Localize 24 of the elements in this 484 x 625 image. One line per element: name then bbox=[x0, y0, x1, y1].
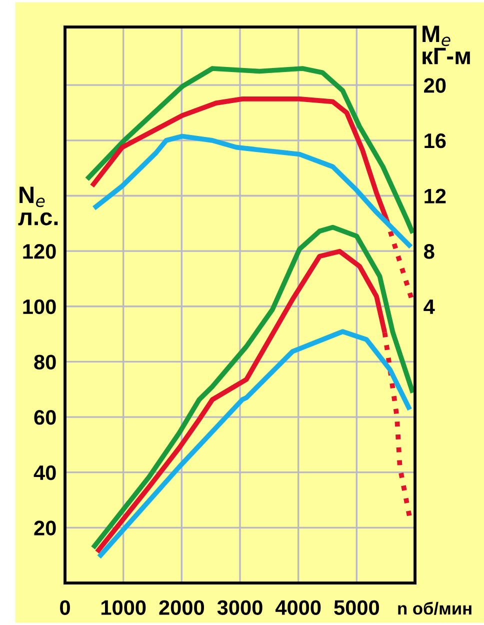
y2-tick-label: 12 bbox=[424, 188, 446, 204]
y2-tick-label: 4 bbox=[424, 300, 435, 314]
x-tick-label: 1000 bbox=[101, 600, 146, 615]
x-axis-title: n об/мин bbox=[398, 602, 472, 615]
line-series bbox=[84, 66, 416, 236]
line-series bbox=[96, 329, 412, 560]
y-tick-label: 60 bbox=[34, 410, 56, 425]
y2-tick-label: 20 bbox=[424, 78, 446, 93]
line-series bbox=[92, 134, 414, 250]
y2-tick-label: 8 bbox=[424, 244, 434, 259]
x-tick-label: 5000 bbox=[334, 600, 379, 615]
x-tick-label: 2000 bbox=[159, 600, 204, 615]
x-tick-label: 4000 bbox=[275, 600, 321, 615]
y2-tick-label: 16 bbox=[424, 133, 446, 148]
line-series bbox=[90, 224, 416, 550]
x-tick-label: 0 bbox=[60, 600, 70, 615]
y-tick-label: 120 bbox=[23, 244, 56, 259]
y-tick-label: 80 bbox=[34, 354, 56, 370]
y-axis-title: N$_{e}$ л.с. bbox=[18, 186, 58, 226]
x-tick-label: 3000 bbox=[217, 600, 262, 615]
y-tick-label: 40 bbox=[34, 465, 56, 480]
y2-axis-title: M$_{e}$ кГ-м bbox=[422, 26, 470, 64]
y-tick-label: 20 bbox=[34, 520, 56, 536]
y-tick-label: 100 bbox=[23, 299, 56, 314]
